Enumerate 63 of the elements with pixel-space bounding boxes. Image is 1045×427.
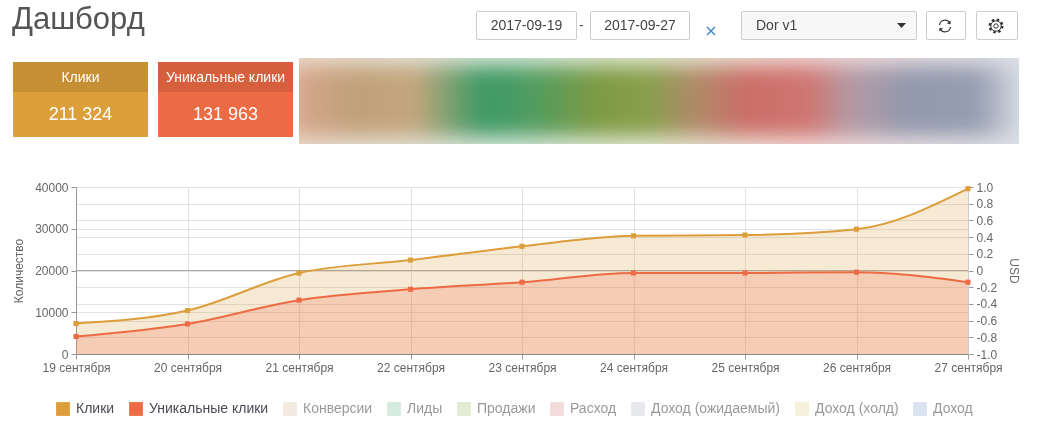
point	[965, 279, 971, 285]
legend-label: Доход	[933, 400, 973, 416]
point	[519, 243, 525, 249]
point	[407, 286, 414, 292]
point	[184, 321, 191, 327]
text: Уникальные клики	[158, 62, 293, 92]
point	[296, 270, 302, 276]
legend-label: Продажи	[477, 400, 536, 416]
point	[965, 186, 971, 192]
y-tick-label: 30000	[35, 222, 69, 237]
x-tick-label: 24 сентября	[600, 360, 668, 375]
point	[407, 257, 414, 263]
y2-tick-label: 1.0	[976, 180, 994, 195]
y2-tick-label: 0.6	[976, 213, 994, 228]
x-tick-label: 27 сентября	[934, 360, 1003, 375]
y-tick-label: 40000	[35, 180, 69, 195]
point	[519, 279, 525, 285]
point	[853, 269, 860, 275]
point	[73, 320, 79, 327]
legend-label: Доход (холд)	[815, 400, 899, 416]
y-axis-title: Количество	[12, 238, 27, 304]
legend-label: Конверсии	[303, 400, 373, 416]
x-tick-label: 21 сентября	[265, 360, 334, 375]
y2-tick-label: -0.6	[976, 314, 998, 329]
y2-tick-label: 0.4	[976, 230, 994, 245]
point	[296, 297, 302, 303]
point	[630, 233, 637, 239]
text: 2017-09-27	[590, 11, 690, 40]
y2-tick-label: 0	[976, 264, 984, 278]
y-tick-label: 0	[61, 347, 69, 362]
y2-tick-label: -0.2	[976, 280, 998, 295]
point	[630, 270, 637, 276]
legend-label: Расход	[570, 400, 617, 416]
x-tick-label: 22 сентября	[377, 360, 445, 375]
text: -	[579, 16, 584, 35]
legend-label: Доход (ожидаемый)	[651, 400, 781, 416]
point	[853, 226, 860, 232]
x-tick-label: 26 сентября	[823, 360, 891, 375]
text: 131 963	[158, 92, 293, 137]
legend-label: Лиды	[407, 400, 443, 416]
y2-tick-label: 0.2	[976, 247, 994, 262]
legend-label: Клики	[76, 400, 115, 416]
y2-tick-label: -0.8	[976, 330, 998, 345]
point	[73, 333, 79, 340]
y2-axis-title: USD	[1007, 258, 1022, 284]
text: Клики	[13, 62, 148, 92]
y-tick-label: 10000	[35, 305, 69, 320]
legend-label: Уникальные клики	[149, 400, 269, 416]
text: 2017-09-19	[476, 11, 577, 40]
text: 211 324	[13, 92, 148, 137]
point	[742, 232, 748, 238]
y2-tick-label: 0.8	[976, 197, 994, 212]
x-tick-label: 25 сентября	[711, 360, 780, 375]
chart-title: Дашборд	[12, 1, 145, 37]
x-tick-label: 23 сентября	[488, 360, 557, 375]
y-tick-label: 20000	[35, 264, 69, 278]
y2-tick-label: -1.0	[976, 347, 998, 362]
x-tick-label: 20 сентября	[154, 360, 222, 375]
x-tick-label: 19 сентября	[42, 360, 111, 375]
text: Dor v1	[741, 11, 917, 40]
point	[742, 270, 748, 276]
y2-tick-label: -0.4	[976, 297, 998, 312]
point	[184, 308, 191, 314]
